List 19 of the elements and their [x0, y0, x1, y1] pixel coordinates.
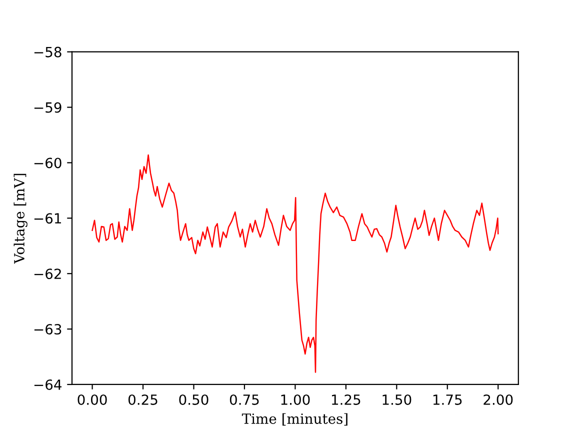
x-axis-title: Time [minutes]	[242, 413, 348, 426]
y-tick-label: −59	[34, 102, 62, 113]
x-tick-label: 0.00	[78, 394, 107, 405]
y-tick-label: −60	[34, 158, 62, 168]
line-series	[92, 154, 499, 373]
y-tick-label: −61	[34, 213, 61, 224]
x-tick-label: 0.75	[230, 394, 259, 405]
y-tick-label: −62	[34, 268, 61, 280]
y-axis-title: Voltage [mV]	[14, 174, 28, 264]
x-tick-label: 0.50	[179, 394, 208, 405]
x-tick-label: 2.00	[484, 394, 513, 405]
y-tick-label: −64	[34, 379, 62, 390]
x-tick-label: 1.00	[281, 394, 310, 405]
x-tick-label: 1.75	[433, 394, 462, 405]
y-tick-label: −58	[34, 46, 62, 58]
x-tick-label: 1.50	[382, 394, 412, 405]
x-tick-label: 1.25	[332, 394, 360, 405]
y-tick-label: −63	[34, 324, 62, 335]
x-tick-label: 0.25	[128, 394, 158, 405]
